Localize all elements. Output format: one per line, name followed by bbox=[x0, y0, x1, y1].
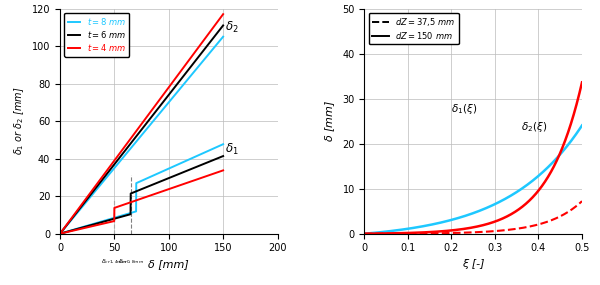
Y-axis label: $\delta_1$ or $\delta_2$ [mm]: $\delta_1$ or $\delta_2$ [mm] bbox=[13, 87, 26, 155]
X-axis label: ξ [-]: ξ [-] bbox=[462, 259, 484, 269]
Text: $\delta_{cr0,8mm}$: $\delta_{cr0,8mm}$ bbox=[118, 258, 144, 266]
Legend: $t = 8\ mm$, $t = 6\ mm$, $t = 4\ mm$: $t = 8\ mm$, $t = 6\ mm$, $t = 4\ mm$ bbox=[64, 13, 130, 56]
Text: $\delta_1(\xi)$: $\delta_1(\xi)$ bbox=[451, 102, 478, 116]
X-axis label: δ [mm]: δ [mm] bbox=[148, 259, 189, 269]
Text: $\delta_1$: $\delta_1$ bbox=[226, 142, 239, 157]
Text: $\delta_{cr1,4mm}$: $\delta_{cr1,4mm}$ bbox=[101, 258, 127, 266]
Text: $\delta_2$: $\delta_2$ bbox=[226, 20, 239, 35]
Text: $\delta_2(\xi)$: $\delta_2(\xi)$ bbox=[521, 120, 547, 134]
Legend: $dZ = 37{,}5\ mm$, $dZ = 150\ mm$: $dZ = 37{,}5\ mm$, $dZ = 150\ mm$ bbox=[368, 13, 459, 44]
Y-axis label: $\delta$ [mm]: $\delta$ [mm] bbox=[323, 100, 337, 142]
